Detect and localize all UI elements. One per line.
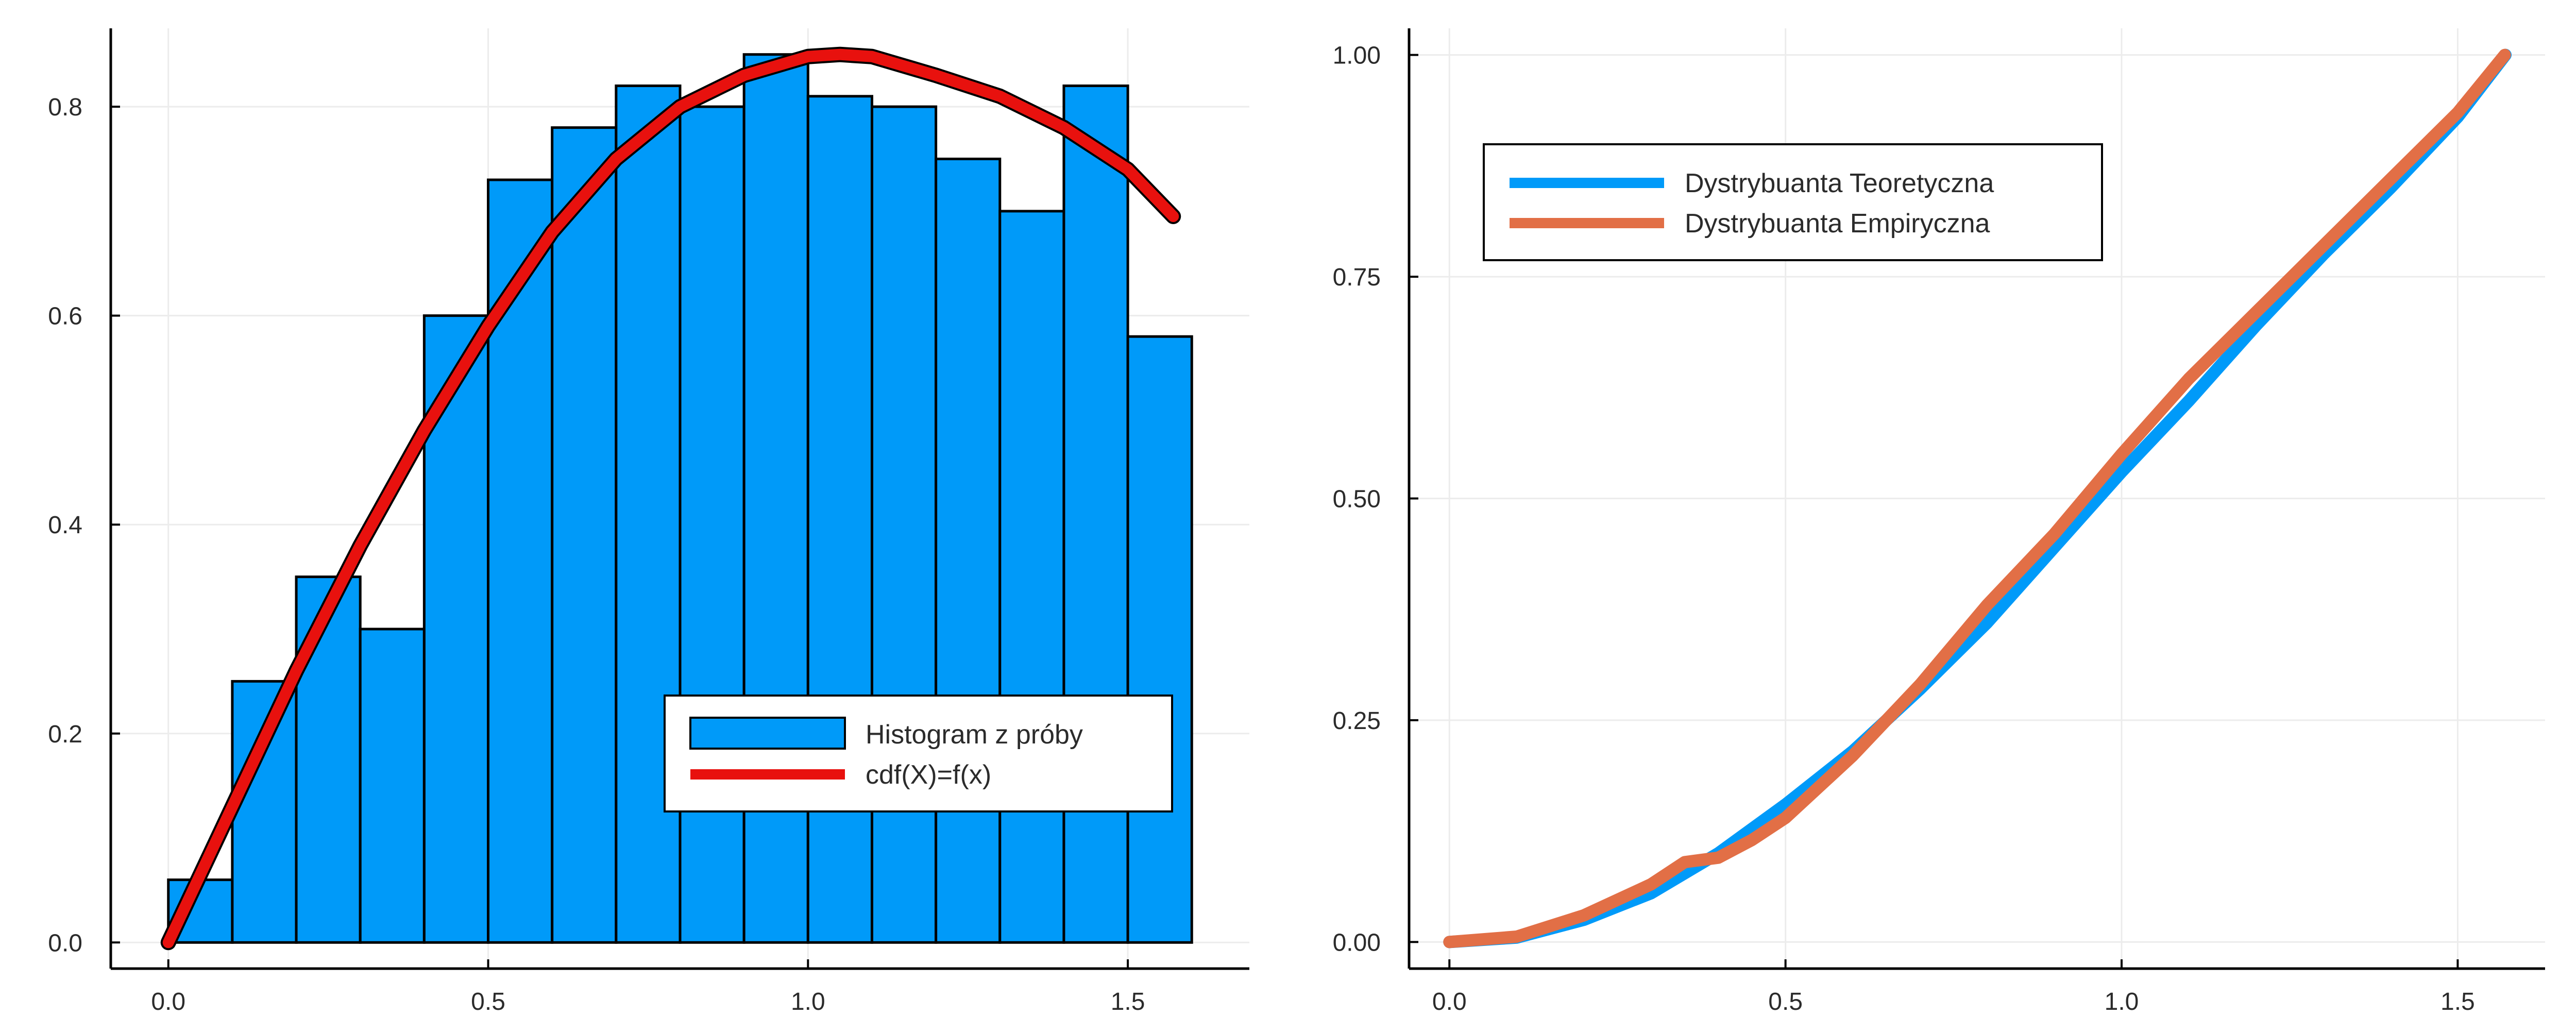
x-tick-label: 1.5 <box>2441 988 2475 1015</box>
x-tick-label: 1.0 <box>791 988 825 1015</box>
y-tick-label: 0.8 <box>48 94 82 121</box>
histogram-bar <box>551 126 618 944</box>
legend-box <box>1483 143 2103 261</box>
y-tick-label: 0.75 <box>1333 264 1381 291</box>
series-line-1 <box>1443 48 2511 949</box>
histogram-bar <box>295 575 362 944</box>
cdf-panel: 0.0 0.5 1.0 1.5 0.00 0.25 0.50 0.75 1.00 Dystrybu… <box>1333 28 2545 1015</box>
y-tick-label: 0.4 <box>48 512 82 539</box>
legend-label: cdf(X)=f(x) <box>866 760 991 790</box>
histogram-bar <box>679 105 745 944</box>
histogram-bar <box>998 210 1065 944</box>
series-line-0 <box>1443 48 2512 949</box>
histogram-bar <box>1062 84 1129 944</box>
histogram-panel: 0.0 0.5 1.0 1.5 0.0 0.2 0.4 0.6 0.8 Histogram z p… <box>48 28 1249 1015</box>
histogram-bar <box>806 95 873 944</box>
histogram-bar <box>487 178 554 944</box>
x-tick-label: 0.0 <box>1432 988 1467 1015</box>
x-tick-label: 0.5 <box>1768 988 1803 1015</box>
histogram-bar <box>615 84 682 944</box>
y-tick-label: 1.00 <box>1333 42 1381 70</box>
y-tick-label: 0.2 <box>48 721 82 748</box>
histogram-bar <box>935 157 1002 944</box>
legend: Dystrybuanta Teoretyczna Dystrybuanta Emp… <box>1483 143 2103 261</box>
density-line <box>162 48 1179 949</box>
histogram-bar <box>231 680 298 944</box>
histogram-bar <box>1126 335 1193 944</box>
legend-swatch <box>689 717 846 750</box>
x-tick-label: 1.5 <box>1111 988 1145 1015</box>
y-tick-label: 0.00 <box>1333 929 1381 956</box>
legend-box <box>664 695 1173 812</box>
y-tick-label: 0.25 <box>1333 707 1381 735</box>
y-tick-label: 0.50 <box>1333 486 1381 513</box>
x-tick-label: 1.0 <box>2105 988 2139 1015</box>
y-tick-label: 0.0 <box>48 929 82 957</box>
y-tick-label: 0.6 <box>48 303 82 330</box>
x-tick-label: 0.0 <box>151 988 185 1015</box>
legend-label: Dystrybuanta Teoretyczna <box>1685 168 1994 198</box>
legend: Histogram z próby cdf(X)=f(x) <box>664 695 1173 812</box>
legend-label: Histogram z próby <box>866 720 1083 750</box>
histogram-bar <box>870 105 938 944</box>
x-tick-label: 0.5 <box>471 988 505 1015</box>
histogram-bar <box>359 628 426 944</box>
legend-label: Dystrybuanta Empiryczna <box>1685 209 1990 239</box>
